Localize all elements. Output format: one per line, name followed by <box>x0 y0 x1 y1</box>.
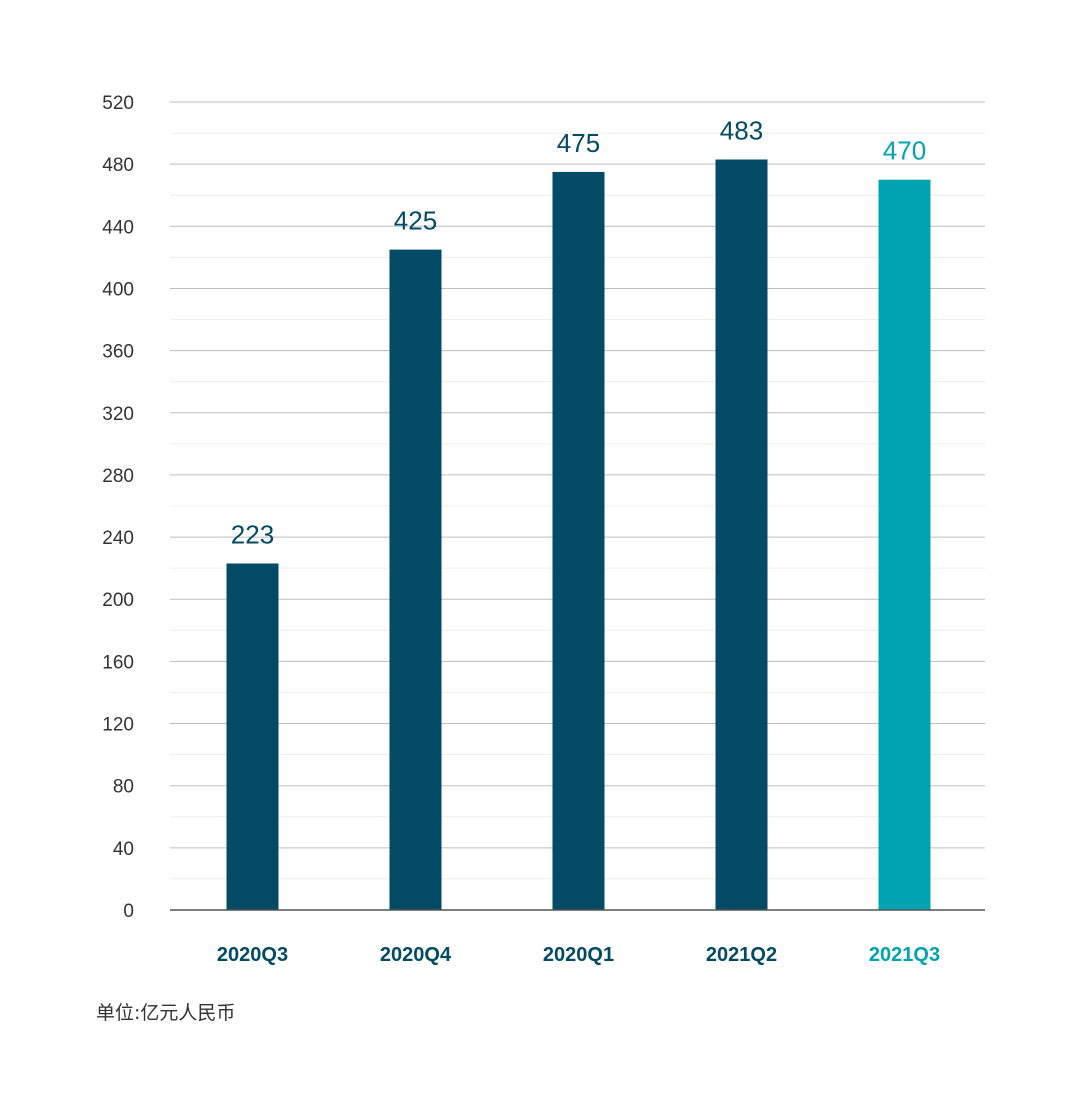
x-tick-label-2020Q4: 2020Q4 <box>380 944 452 966</box>
bars <box>226 159 931 911</box>
data-label-2021Q2: 483 <box>720 115 763 145</box>
x-tick-label-2021Q2: 2021Q2 <box>706 944 777 966</box>
bar-2020Q4 <box>389 249 442 911</box>
bar-2021Q3 <box>878 179 931 910</box>
y-tick-label: 520 <box>102 93 134 114</box>
x-tick-label-2021Q3: 2021Q3 <box>869 944 940 966</box>
y-tick-label: 360 <box>102 342 134 363</box>
y-axis-ticks: 0 40 80 120 160 200 240 280 320 360 400 440 480 520 <box>102 93 134 922</box>
y-tick-label: 80 <box>113 777 134 798</box>
y-tick-label: 280 <box>102 466 134 487</box>
x-tick-label-2020Q1: 2020Q1 <box>543 944 614 966</box>
data-label-2020Q3: 223 <box>231 519 274 549</box>
unit-label: 单位:亿元人民币 <box>96 1002 236 1024</box>
y-tick-label: 0 <box>123 901 134 922</box>
bar-2020Q1 <box>552 171 605 910</box>
y-tick-label: 240 <box>102 528 134 549</box>
data-label-2020Q1: 475 <box>557 128 600 158</box>
y-tick-label: 480 <box>102 155 134 176</box>
data-label-2021Q3: 470 <box>883 136 926 166</box>
y-tick-label: 400 <box>102 279 134 300</box>
x-axis-ticks: 2020Q3 2020Q4 2020Q1 2021Q2 2021Q3 <box>217 944 940 966</box>
bar-2021Q2 <box>715 159 768 910</box>
bar-2020Q3 <box>226 563 279 910</box>
y-tick-label: 120 <box>102 715 134 736</box>
x-tick-label-2020Q3: 2020Q3 <box>217 944 288 966</box>
y-tick-label: 40 <box>113 839 134 860</box>
y-tick-label: 320 <box>102 404 134 425</box>
y-tick-label: 440 <box>102 217 134 238</box>
y-tick-label: 160 <box>102 652 134 673</box>
data-labels: 223 425 475 483 470 <box>231 115 926 549</box>
data-label-2020Q4: 425 <box>394 206 437 236</box>
y-tick-label: 200 <box>102 590 134 611</box>
